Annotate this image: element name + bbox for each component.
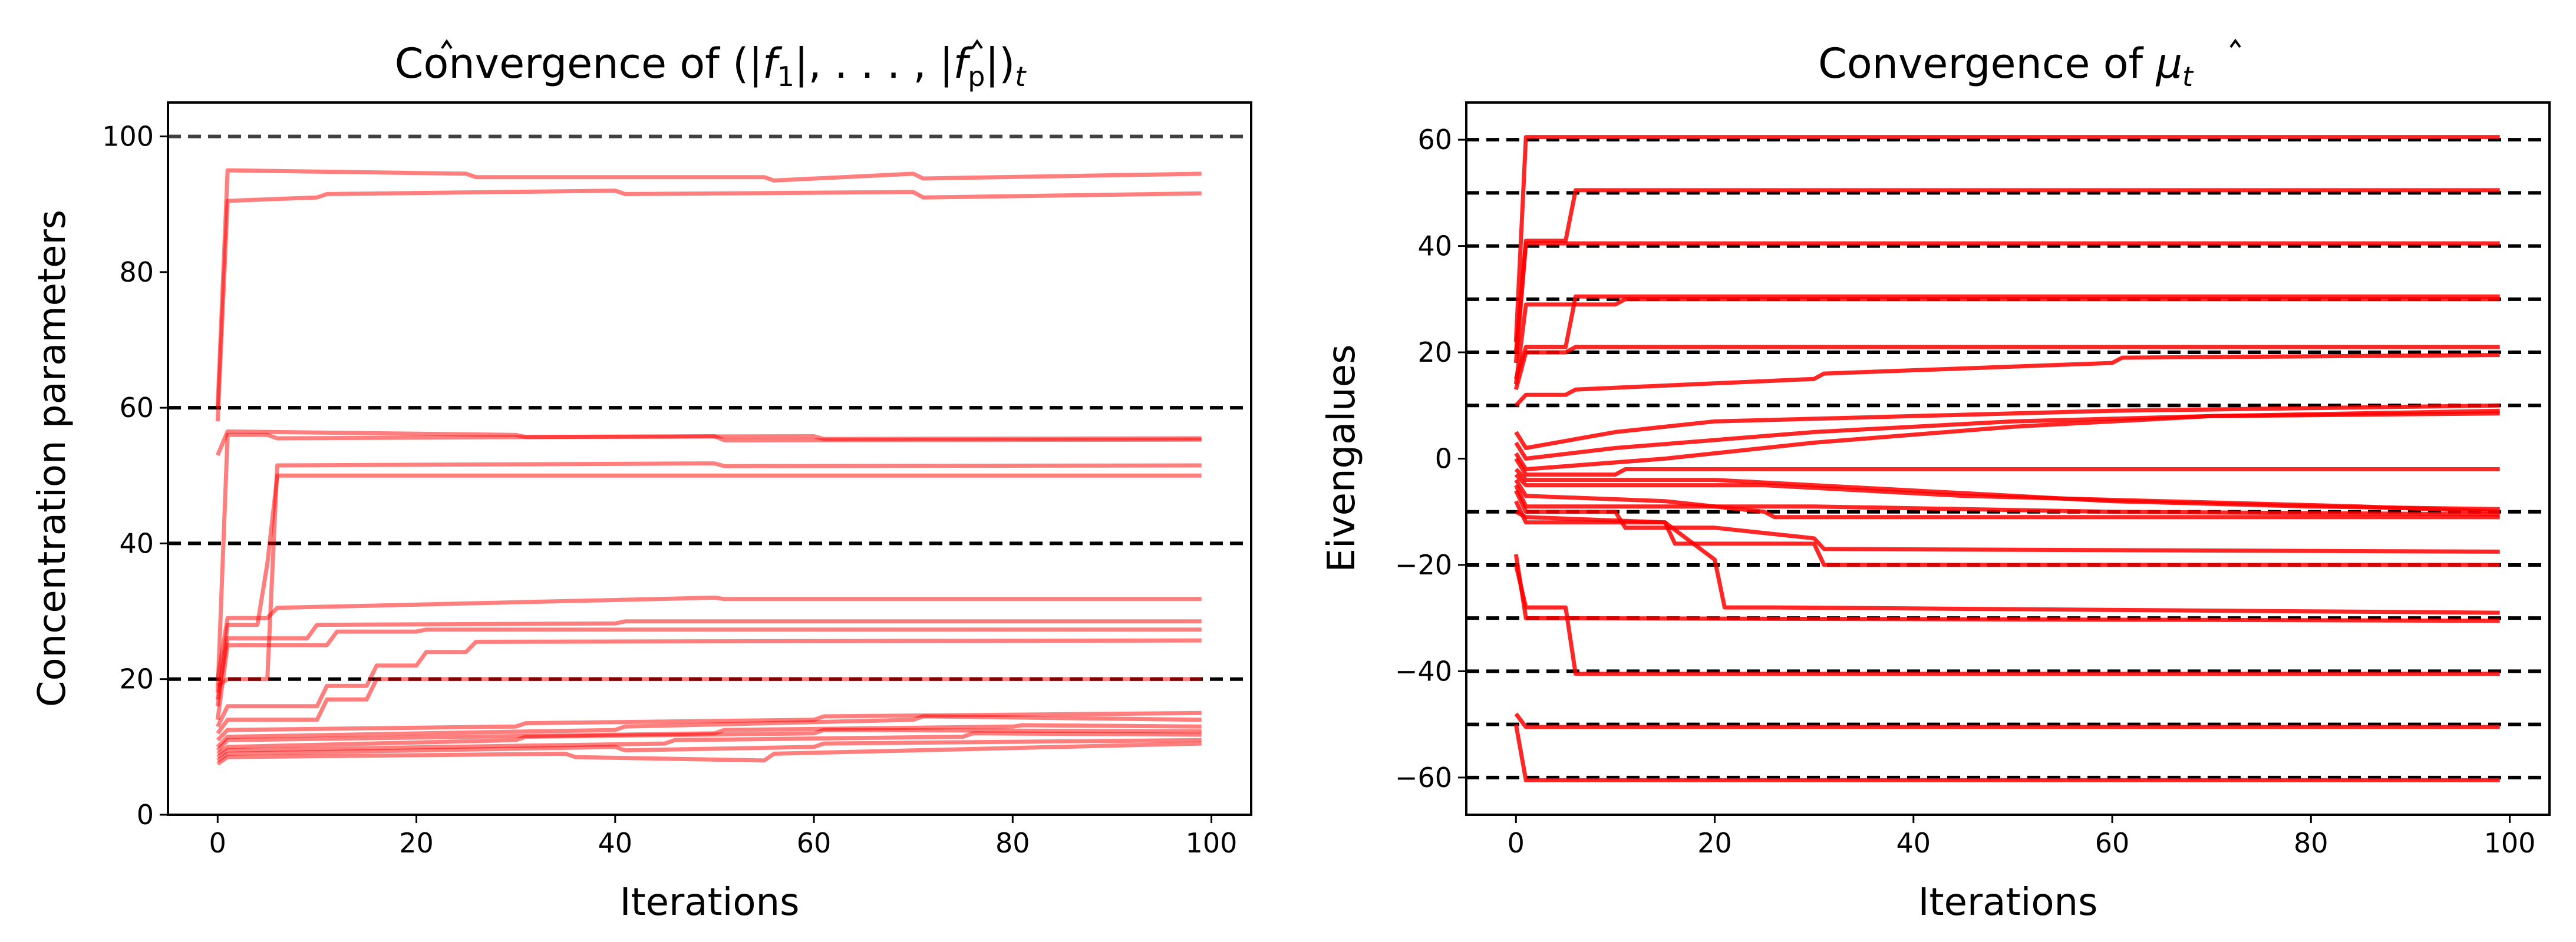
- series-line-mu13: [1514, 473, 2500, 514]
- panel-concentration: Convergence of (|f1|, . . . , |fp|)t 0 20…: [31, 39, 1252, 924]
- series-line-mu22: [1513, 723, 2500, 782]
- series-line-f5: [215, 473, 1202, 707]
- series-line-f11: [216, 677, 1202, 735]
- y-tick-label: 100: [102, 121, 154, 153]
- series-line-f15: [216, 728, 1202, 756]
- y-tick-label: 20: [1417, 336, 1452, 368]
- series-line-mu17: [1514, 500, 2500, 567]
- series-line-mu5: [1513, 297, 2500, 385]
- series-line-f9: [215, 627, 1202, 720]
- series-line-f10: [216, 638, 1202, 728]
- series-line-f4: [215, 432, 1202, 693]
- x-tick-label: 60: [797, 827, 832, 859]
- series-line-f1: [215, 168, 1202, 408]
- y-tick-label: 40: [1417, 230, 1452, 262]
- x-tick-label: 0: [1508, 827, 1525, 859]
- right-series-group: [1513, 135, 2500, 782]
- y-tick-label: −40: [1395, 655, 1452, 687]
- series-line-mu11: [1514, 457, 2500, 477]
- x-tick-label: 80: [995, 827, 1030, 859]
- series-line-mu9: [1514, 411, 2500, 461]
- series-line-f8: [215, 619, 1202, 700]
- right-y-ticks: −60 −40 −20 0 20 40 60: [1395, 124, 1466, 794]
- x-tick-label: 40: [598, 827, 633, 859]
- left-xlabel: Iterations: [620, 881, 800, 924]
- series-line-mu6: [1513, 345, 2500, 391]
- right-plot-frame: [1465, 101, 2551, 816]
- left-y-ticks: 0 20 40 60 80 100: [102, 121, 168, 831]
- y-tick-label: 20: [119, 663, 154, 695]
- right-xlabel: Iterations: [1918, 881, 2098, 924]
- series-line-f7: [215, 596, 1202, 680]
- left-plot-frame: [167, 101, 1252, 816]
- series-line-mu18: [1515, 510, 2500, 615]
- series-line-mu7: [1514, 353, 2500, 407]
- y-tick-label: −20: [1395, 549, 1452, 581]
- series-line-mu10: [1514, 408, 2500, 471]
- y-tick-label: 80: [119, 256, 154, 288]
- x-tick-label: 20: [399, 827, 434, 859]
- y-tick-label: 60: [1417, 124, 1452, 156]
- left-title-hat-2: [971, 39, 983, 49]
- x-tick-label: 60: [2095, 827, 2130, 859]
- series-line-f17: [216, 738, 1202, 762]
- series-line-f2: [215, 189, 1202, 422]
- series-line-mu1: [1513, 135, 2500, 342]
- left-series-group: [215, 168, 1202, 766]
- series-line-f16: [216, 731, 1202, 759]
- x-tick-label: 20: [1697, 827, 1732, 859]
- left-ylabel: Concentration parameters: [31, 210, 74, 707]
- right-ylabel: Eivengalues: [1320, 345, 1364, 573]
- y-tick-label: 60: [119, 392, 154, 424]
- series-line-f12: [216, 710, 1202, 742]
- y-tick-label: −60: [1395, 762, 1452, 794]
- x-tick-label: 100: [1186, 827, 1238, 859]
- series-line-mu20: [1513, 564, 2500, 676]
- series-line-mu3: [1513, 241, 2500, 363]
- left-x-ticks: 0 20 40 60 80 100: [209, 815, 1238, 859]
- series-line-f14: [216, 723, 1202, 752]
- right-x-ticks: 0 20 40 60 80 100: [1508, 815, 2536, 859]
- left-title-hat-1: [441, 39, 453, 49]
- x-tick-label: 0: [209, 827, 226, 859]
- series-line-mu21: [1514, 712, 2500, 729]
- left-title: Convergence of (|f1|, . . . , |fp|)t: [395, 39, 1027, 92]
- right-title-hat: [2229, 38, 2241, 48]
- series-line-f18: [216, 741, 1202, 766]
- y-tick-label: 0: [137, 799, 154, 831]
- series-line-f13: [216, 714, 1202, 749]
- x-tick-label: 80: [2294, 827, 2328, 859]
- right-title: Convergence of μt: [1818, 39, 2194, 92]
- y-tick-label: 0: [1435, 443, 1452, 475]
- series-line-mu8: [1514, 403, 2500, 450]
- series-line-mu15: [1514, 484, 2500, 517]
- series-line-mu2: [1513, 188, 2500, 353]
- x-tick-label: 100: [2484, 827, 2536, 859]
- y-tick-label: 40: [119, 527, 154, 559]
- series-line-f6: [216, 461, 1202, 688]
- right-reference-lines: [1466, 138, 2549, 779]
- panel-eigenvalues: Convergence of μt 0 20 40 60 80 100 −60 −40 −20…: [1320, 38, 2551, 924]
- x-tick-label: 40: [1896, 827, 1931, 859]
